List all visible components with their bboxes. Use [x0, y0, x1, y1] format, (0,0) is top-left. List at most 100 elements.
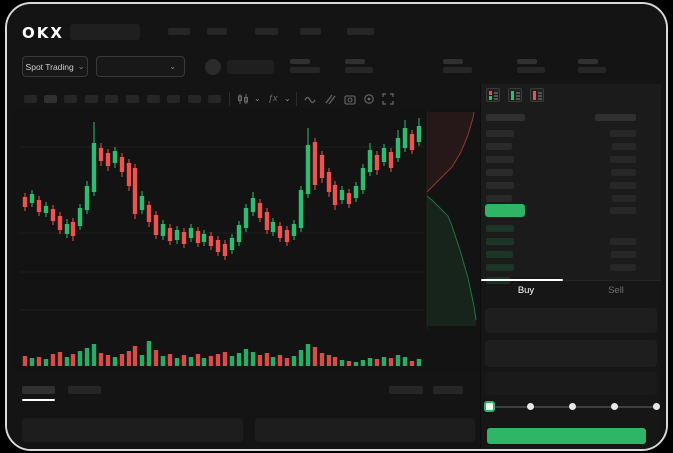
- book-row[interactable]: [481, 222, 661, 235]
- candle-body: [270, 222, 276, 232]
- candle-body: [64, 224, 70, 234]
- app-window: OKX Spot Trading ⌄ ⌄: [7, 4, 666, 449]
- book-amount-placeholder: [611, 251, 636, 258]
- book-row[interactable]: [481, 140, 661, 153]
- candle-body: [381, 148, 387, 162]
- book-price-placeholder: [486, 169, 513, 176]
- book-row[interactable]: [481, 127, 661, 140]
- timeframe-button[interactable]: [147, 95, 160, 103]
- book-view-all-icon[interactable]: [486, 88, 500, 102]
- stat-label-placeholder: [578, 59, 598, 64]
- stat-value-placeholder: [517, 67, 545, 73]
- stat-value-placeholder: [345, 67, 373, 73]
- depth-asks-area: [427, 112, 474, 192]
- book-row[interactable]: [481, 261, 661, 274]
- pair-dropdown[interactable]: ⌄: [96, 56, 185, 77]
- slider-handle[interactable]: [484, 401, 495, 412]
- timeframe-button[interactable]: [188, 95, 201, 103]
- volume-bar: [98, 353, 104, 366]
- amount-input[interactable]: [485, 340, 657, 367]
- bottom-action-placeholder[interactable]: [389, 386, 423, 394]
- book-view-bids-icon[interactable]: [508, 88, 522, 102]
- slider-dot[interactable]: [568, 403, 576, 410]
- volume-bar: [339, 360, 345, 366]
- timeframe-button[interactable]: [24, 95, 37, 103]
- market-type-selector[interactable]: Spot Trading ⌄: [22, 56, 88, 77]
- bottom-action-placeholder[interactable]: [433, 386, 463, 394]
- settings-gear-icon[interactable]: [362, 92, 376, 106]
- book-row[interactable]: [481, 166, 661, 179]
- tab-sell[interactable]: Sell: [608, 285, 624, 296]
- candle-body: [208, 236, 214, 246]
- volume-bar: [416, 359, 422, 366]
- timeframe-button[interactable]: [105, 95, 118, 103]
- buy-submit-button[interactable]: [487, 428, 646, 444]
- book-amount-placeholder: [611, 169, 636, 176]
- chevron-down-icon[interactable]: ⌄: [254, 94, 261, 103]
- timeframe-button[interactable]: [85, 95, 98, 103]
- book-row[interactable]: [481, 248, 661, 261]
- volume-bar: [215, 354, 221, 366]
- volume-bar: [277, 355, 283, 366]
- volume-bar: [64, 357, 70, 366]
- nav-item-placeholder[interactable]: [207, 28, 227, 35]
- candle-body: [119, 157, 125, 172]
- candle-style-icon[interactable]: [236, 92, 250, 106]
- volume-bar: [201, 358, 207, 366]
- book-row[interactable]: [481, 235, 661, 248]
- okx-logo[interactable]: OKX: [22, 24, 64, 42]
- nav-item-placeholder[interactable]: [255, 28, 278, 35]
- book-row[interactable]: [481, 153, 661, 166]
- candle-body: [36, 200, 42, 212]
- candle-body: [409, 134, 415, 150]
- stat-value-placeholder: [290, 67, 320, 73]
- search-input[interactable]: [70, 24, 140, 40]
- volume-bar: [174, 358, 180, 366]
- book-row[interactable]: [481, 192, 661, 205]
- price-chart-svg[interactable]: [14, 108, 480, 370]
- candle-body: [332, 185, 338, 205]
- candle-body: [139, 196, 145, 210]
- book-amount-placeholder: [610, 182, 636, 189]
- volume-bar: [326, 355, 332, 366]
- timeframe-button[interactable]: [64, 95, 77, 103]
- candle-body: [374, 155, 380, 170]
- buy-tab-underline: [481, 279, 563, 281]
- camera-icon[interactable]: [343, 92, 357, 106]
- timeframe-button[interactable]: [126, 95, 139, 103]
- tab-buy[interactable]: Buy: [517, 285, 535, 296]
- line-chart-icon[interactable]: [303, 92, 317, 106]
- volume-bar: [22, 356, 28, 366]
- candle-body: [222, 244, 228, 256]
- pair-name-placeholder: [227, 60, 274, 74]
- chevron-down-icon[interactable]: ⌄: [284, 94, 291, 103]
- book-price-placeholder: [486, 225, 514, 232]
- price-input[interactable]: [485, 308, 657, 333]
- chart-layer: [20, 110, 477, 366]
- slider-dot[interactable]: [526, 403, 534, 410]
- last-price-bar[interactable]: [485, 204, 525, 217]
- indicators-icon[interactable]: ƒx: [268, 93, 278, 103]
- nav-item-placeholder[interactable]: [300, 28, 321, 35]
- nav-item-placeholder[interactable]: [347, 28, 374, 35]
- book-price-header-placeholder: [486, 114, 525, 121]
- bottom-tab[interactable]: [68, 386, 101, 394]
- timeframe-button-active[interactable]: [44, 95, 57, 103]
- bottom-tab-active[interactable]: [22, 386, 55, 394]
- trade-sidebar: Buy Sell: [480, 84, 661, 449]
- book-row[interactable]: [481, 179, 661, 192]
- volume-bar: [84, 348, 90, 366]
- volume-bar: [132, 346, 138, 366]
- book-view-asks-icon[interactable]: [530, 88, 544, 102]
- nav-item-placeholder[interactable]: [168, 28, 190, 35]
- fullscreen-icon[interactable]: [381, 92, 395, 106]
- device-frame: OKX Spot Trading ⌄ ⌄: [5, 2, 668, 451]
- volume-bar: [195, 354, 201, 366]
- total-input[interactable]: [485, 372, 657, 395]
- drawing-tools-icon[interactable]: [323, 92, 337, 106]
- slider-dot[interactable]: [610, 403, 618, 410]
- slider-dot[interactable]: [652, 403, 660, 410]
- stat-value-placeholder: [578, 67, 606, 73]
- timeframe-button[interactable]: [167, 95, 180, 103]
- timeframe-button[interactable]: [208, 95, 221, 103]
